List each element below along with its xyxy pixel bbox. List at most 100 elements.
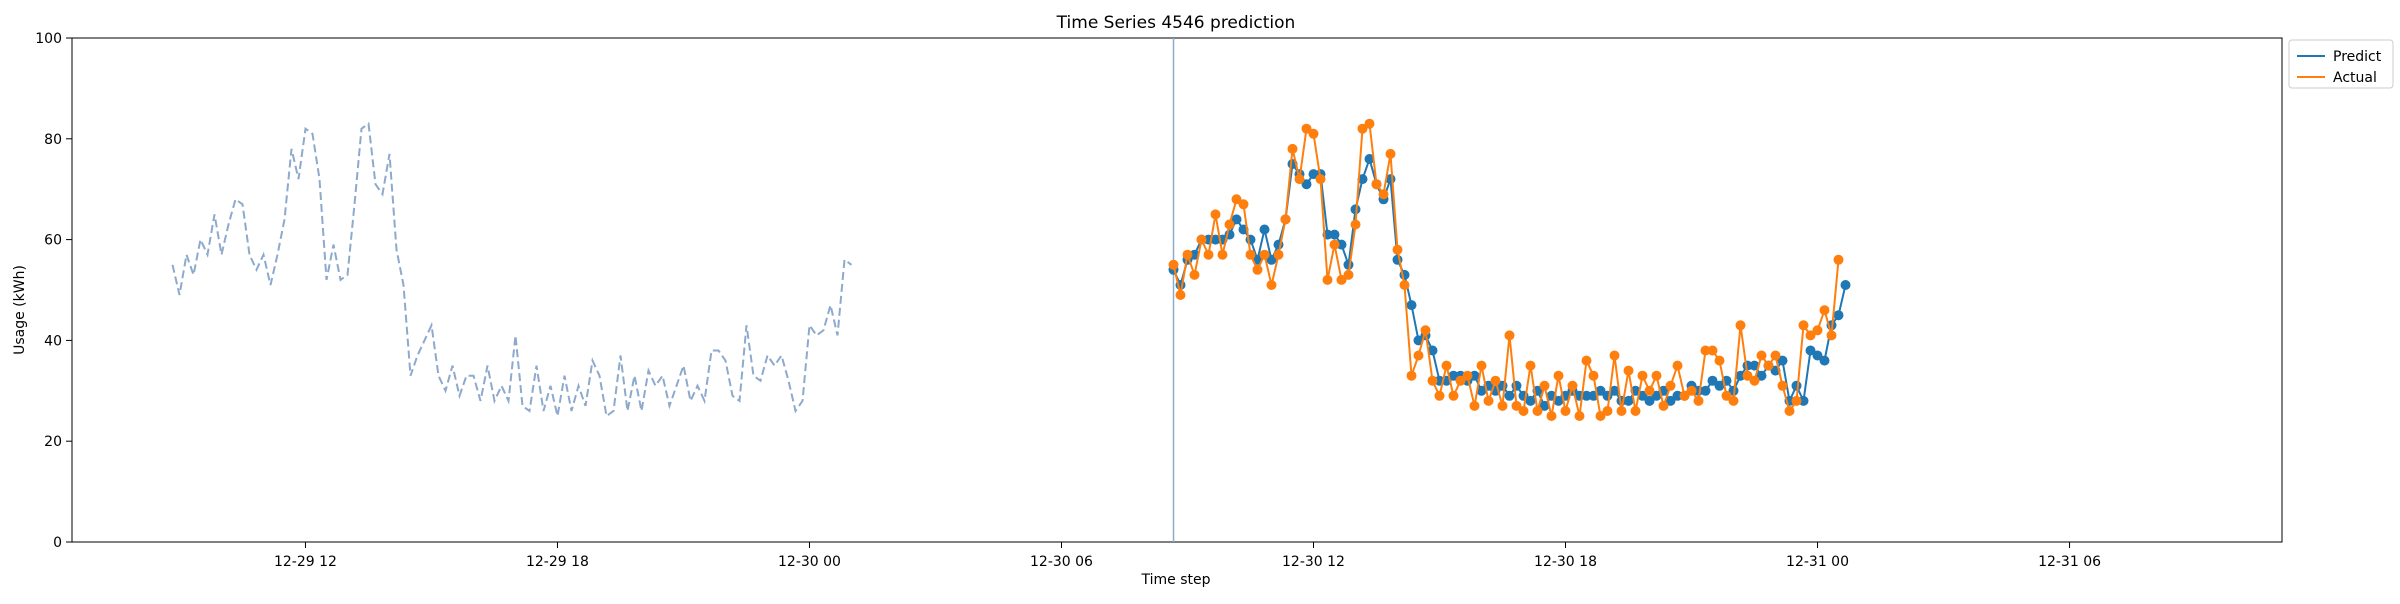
actual-point xyxy=(1707,345,1718,356)
actual-point xyxy=(1455,375,1466,386)
actual-point xyxy=(1560,406,1571,416)
actual-point xyxy=(1511,400,1522,411)
actual-point xyxy=(1630,406,1641,416)
x-tick-label: 12-30 06 xyxy=(1030,554,1093,570)
actual-point xyxy=(1210,209,1221,220)
x-tick-label: 12-31 00 xyxy=(1786,554,1849,570)
predict-point xyxy=(1581,390,1592,401)
x-tick-label: 12-30 12 xyxy=(1282,554,1345,570)
actual-point xyxy=(1483,395,1494,406)
predict-point xyxy=(1805,345,1816,356)
predict-point xyxy=(1210,234,1221,245)
actual-point xyxy=(1826,330,1837,341)
actual-point xyxy=(1168,259,1179,270)
actual-point xyxy=(1644,385,1655,396)
actual-point xyxy=(1805,330,1816,341)
x-tick-label: 12-29 18 xyxy=(526,554,589,570)
actual-point xyxy=(1672,360,1683,371)
predict-point xyxy=(1336,239,1347,250)
predict-point xyxy=(1350,204,1361,215)
actual-point xyxy=(1301,123,1312,134)
predict-point xyxy=(1308,169,1319,180)
actual-point xyxy=(1378,189,1389,200)
actual-point xyxy=(1686,385,1697,396)
actual-point xyxy=(1322,274,1333,285)
actual-point xyxy=(1392,244,1403,255)
x-axis-label: Time step xyxy=(1141,572,1211,588)
actual-point xyxy=(1609,350,1620,361)
actual-point xyxy=(1798,320,1809,331)
actual-point xyxy=(1490,375,1501,386)
actual-point xyxy=(1763,360,1774,371)
actual-point xyxy=(1406,370,1417,381)
predict-point xyxy=(1651,390,1662,401)
actual-point xyxy=(1238,199,1249,210)
predict-point xyxy=(1504,390,1515,401)
actual-point xyxy=(1245,249,1256,260)
predict-point xyxy=(1329,229,1340,240)
actual-point xyxy=(1770,350,1781,361)
actual-point xyxy=(1266,280,1277,290)
actual-point xyxy=(1280,214,1291,225)
actual-point xyxy=(1525,360,1536,371)
actual-point xyxy=(1357,123,1368,134)
actual-point xyxy=(1175,290,1186,300)
predict-point xyxy=(1364,154,1375,164)
actual-point xyxy=(1315,174,1326,185)
actual-point xyxy=(1308,128,1319,139)
actual-point xyxy=(1665,380,1676,391)
y-tick-label: 80 xyxy=(44,132,62,148)
actual-point xyxy=(1581,355,1592,366)
actual-point xyxy=(1427,375,1438,386)
actual-point xyxy=(1784,406,1795,416)
actual-point xyxy=(1777,380,1788,391)
predict-point xyxy=(1819,355,1830,366)
x-tick-label: 12-30 18 xyxy=(1534,554,1597,570)
predict-point xyxy=(1840,280,1851,290)
actual-point xyxy=(1588,370,1599,381)
actual-point xyxy=(1504,330,1515,341)
predict-point xyxy=(1301,179,1312,190)
actual-point xyxy=(1189,269,1200,280)
predict-point xyxy=(1623,395,1634,406)
actual-point xyxy=(1497,400,1508,411)
actual-point xyxy=(1735,320,1746,331)
actual-point xyxy=(1294,174,1305,185)
actual-point xyxy=(1602,406,1613,416)
actual-point xyxy=(1259,249,1270,260)
actual-point xyxy=(1658,400,1669,411)
predict-point xyxy=(1735,370,1746,381)
actual-point xyxy=(1756,350,1767,361)
predict-point xyxy=(1665,395,1676,406)
actual-point xyxy=(1343,269,1354,280)
actual-point xyxy=(1749,375,1760,386)
actual-point xyxy=(1637,370,1648,381)
actual-point xyxy=(1546,411,1557,421)
actual-point xyxy=(1385,148,1396,159)
predict-point xyxy=(1511,380,1522,391)
actual-point xyxy=(1567,380,1578,391)
x-tick-label: 12-30 00 xyxy=(778,554,841,570)
predict-point xyxy=(1672,390,1683,401)
actual-point xyxy=(1441,360,1452,371)
actual-point xyxy=(1595,411,1606,421)
predict-point xyxy=(1231,214,1242,225)
actual-point xyxy=(1252,264,1263,275)
y-axis-label: Usage (kWh) xyxy=(12,265,28,355)
actual-point xyxy=(1532,406,1543,416)
actual-point xyxy=(1679,390,1690,401)
actual-point xyxy=(1336,274,1347,285)
predict-point xyxy=(1791,380,1802,391)
predict-point xyxy=(1266,254,1277,265)
actual-point xyxy=(1371,179,1382,190)
actual-point xyxy=(1812,325,1823,336)
predict-point xyxy=(1259,224,1270,235)
actual-point xyxy=(1700,345,1711,356)
y-tick-label: 0 xyxy=(53,535,62,551)
predict-point xyxy=(1525,395,1536,406)
actual-point xyxy=(1791,395,1802,406)
actual-point xyxy=(1651,370,1662,381)
predict-point xyxy=(1448,370,1459,381)
actual-point xyxy=(1469,400,1480,411)
actual-point xyxy=(1833,254,1844,265)
